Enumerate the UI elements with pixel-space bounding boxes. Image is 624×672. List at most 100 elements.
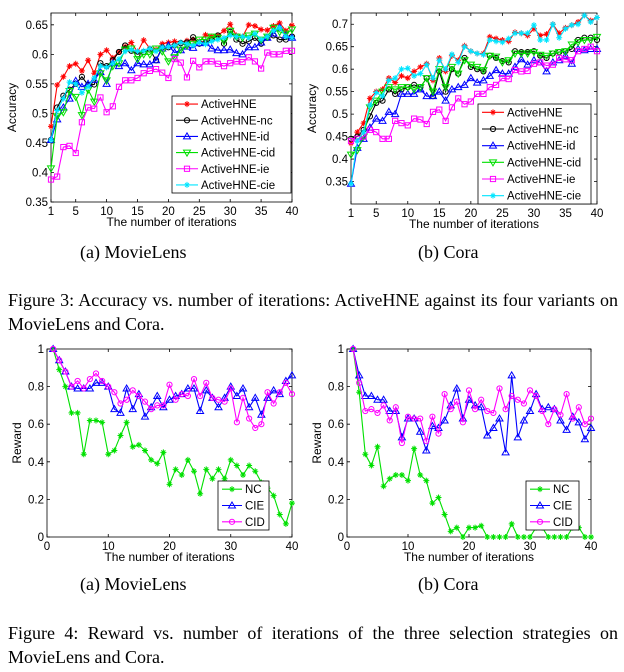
data-point <box>474 90 481 97</box>
legend: NC CIE CID <box>525 480 580 531</box>
legend-label: CID <box>553 517 573 529</box>
legend-marker-icon <box>183 117 191 124</box>
data-point <box>441 84 450 92</box>
data-point <box>398 471 405 478</box>
data-point <box>270 27 277 34</box>
data-point <box>502 406 509 413</box>
series-nc <box>50 346 295 527</box>
data-point <box>151 55 161 64</box>
data-point <box>392 404 399 411</box>
data-point <box>146 45 153 52</box>
data-point <box>493 38 500 45</box>
data-point <box>177 39 184 46</box>
data-point <box>472 63 482 72</box>
x-tick-label: 40 <box>286 541 299 553</box>
data-point <box>474 50 481 57</box>
legend-item: CIE <box>222 501 265 513</box>
data-point <box>374 409 381 417</box>
data-point <box>48 136 54 143</box>
data-point <box>403 84 413 92</box>
figure-4-caption: Figure 4: Reward vs. number of iteration… <box>8 623 618 667</box>
data-point <box>429 500 436 507</box>
y-tick-label: 0.6 <box>332 64 348 76</box>
series-line <box>352 348 592 444</box>
data-point <box>91 378 101 386</box>
data-point <box>214 36 221 43</box>
y-tick-label: 0.35 <box>26 197 48 209</box>
data-point <box>160 402 167 409</box>
series-line <box>50 27 293 141</box>
data-point <box>105 383 112 390</box>
data-point <box>385 406 395 415</box>
data-point <box>111 447 118 454</box>
data-point <box>54 173 61 180</box>
data-point <box>581 421 589 428</box>
data-point <box>478 396 485 403</box>
data-point <box>542 66 551 75</box>
data-point <box>165 43 172 50</box>
data-point <box>209 475 216 482</box>
data-point <box>60 143 67 151</box>
data-point <box>54 107 61 114</box>
legend-item: ActiveHNE-cie <box>176 180 275 192</box>
data-point <box>122 383 131 392</box>
data-point <box>245 21 252 28</box>
x-tick-label: 35 <box>255 206 268 218</box>
data-point <box>140 37 147 44</box>
data-point <box>428 88 438 97</box>
y-tick-label: 1 <box>338 344 344 356</box>
data-point <box>512 30 518 37</box>
y-tick-label: 0.5 <box>32 108 48 120</box>
data-point <box>360 129 367 136</box>
legend-item: CIE <box>530 501 573 513</box>
data-point <box>246 415 253 422</box>
series-cid <box>50 345 296 432</box>
legend-box <box>171 95 292 194</box>
data-point <box>68 409 75 416</box>
data-point <box>518 30 525 37</box>
data-point <box>177 59 184 66</box>
data-point <box>569 415 576 422</box>
data-point <box>368 406 375 413</box>
data-point <box>128 77 135 84</box>
data-point <box>496 534 503 540</box>
data-point <box>549 61 556 68</box>
y-tick-label: 0.6 <box>32 49 48 61</box>
data-point <box>244 402 254 411</box>
legend-marker-icon <box>488 159 498 167</box>
data-point <box>264 27 271 34</box>
legend-marker-icon <box>184 181 190 188</box>
x-axis-label: The number of iterations <box>404 550 534 564</box>
data-point <box>453 82 463 91</box>
chart-cora-reward: 0 10 20 30 40 0 0.2 0.4 0.6 0.8 1 The number of ite… <box>310 344 597 564</box>
legend-marker-icon <box>488 141 498 149</box>
x-tick-label: 0 <box>344 541 350 553</box>
data-point <box>378 116 387 124</box>
data-point <box>97 51 104 58</box>
series-line <box>352 348 591 539</box>
data-point <box>562 425 571 433</box>
data-point <box>434 66 444 74</box>
data-point <box>151 45 161 53</box>
data-point <box>135 441 142 448</box>
data-point <box>126 65 136 74</box>
data-point <box>530 60 538 67</box>
data-point <box>392 90 399 97</box>
data-point <box>580 434 590 443</box>
data-point <box>548 50 558 58</box>
data-point <box>99 377 106 385</box>
legend-marker-icon <box>184 101 190 108</box>
data-point <box>404 413 412 420</box>
data-point <box>435 494 442 501</box>
data-point <box>543 62 550 69</box>
data-point <box>554 49 564 57</box>
data-point <box>434 87 444 95</box>
data-point <box>201 385 211 394</box>
legend-marker-icon <box>490 192 496 199</box>
y-tick-label: 0.55 <box>326 87 348 99</box>
data-point <box>405 477 411 484</box>
data-point <box>386 417 393 424</box>
data-point <box>221 475 228 482</box>
data-point <box>258 36 265 43</box>
data-point <box>270 51 277 58</box>
